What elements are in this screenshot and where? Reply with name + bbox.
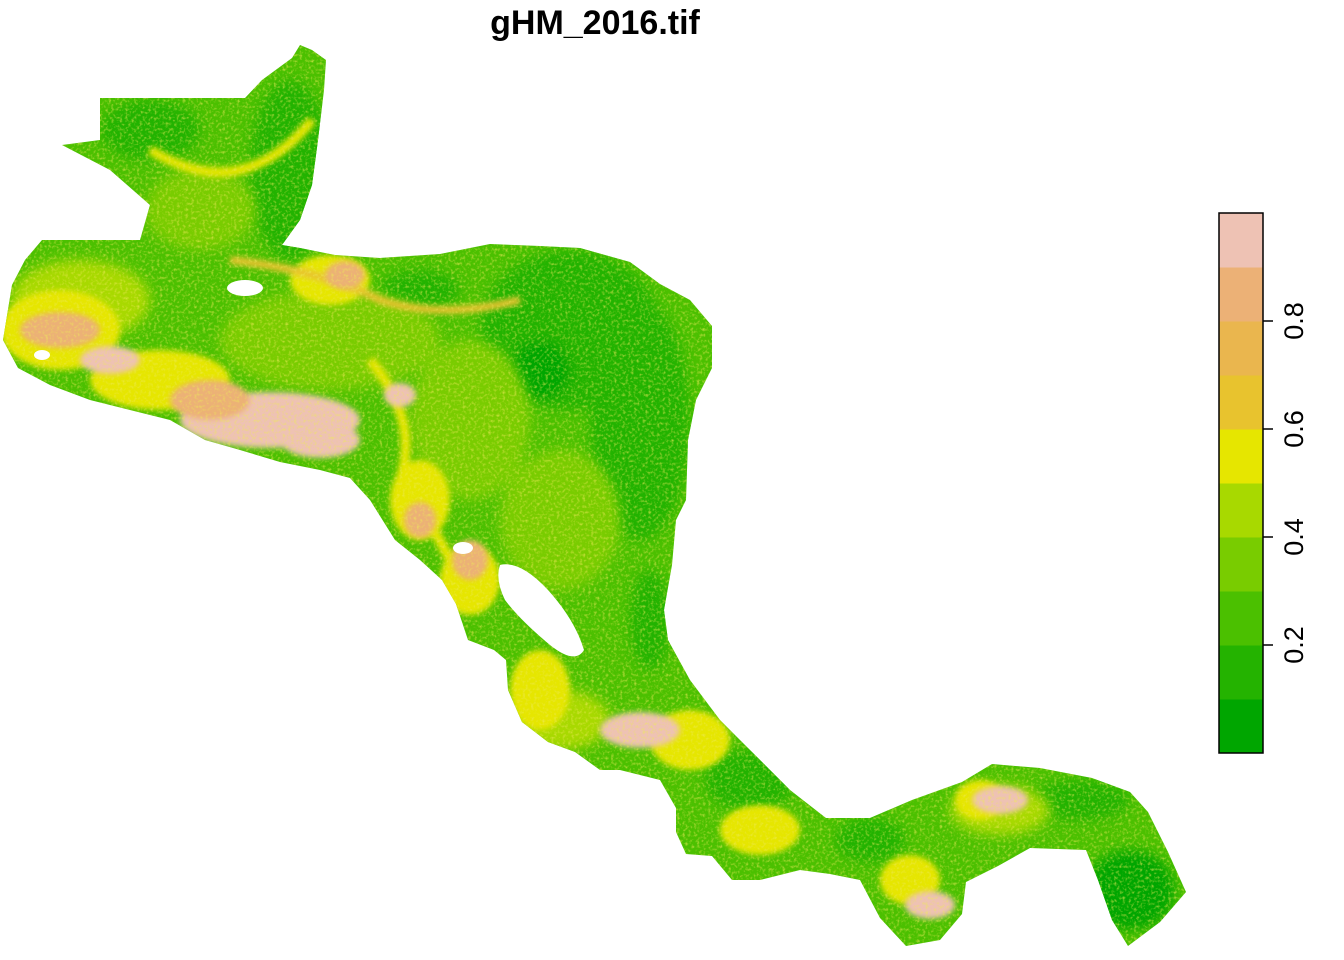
legend-color-cell [1219, 645, 1263, 700]
legend-frame [1218, 212, 1264, 754]
legend-color-cell [1219, 537, 1263, 592]
lake-izabal [227, 280, 263, 296]
legend-color-cell [1219, 591, 1263, 646]
legend-color-cell [1219, 213, 1263, 268]
legend-color-cell [1219, 267, 1263, 322]
lake-atitlan [34, 350, 50, 360]
legend-color-cell [1219, 321, 1263, 376]
legend-tick-label: 0.6 [1279, 410, 1309, 448]
legend-tick-label: 0.2 [1279, 626, 1309, 664]
legend-tick-label: 0.8 [1279, 302, 1309, 340]
legend-tick-label: 0.4 [1279, 518, 1309, 556]
lake-nicaragua [498, 564, 584, 657]
legend-color-cell [1219, 483, 1263, 538]
map-title: gHM_2016.tif [490, 4, 700, 42]
legend-color-cell [1219, 375, 1263, 430]
legend-color-cell [1219, 429, 1263, 484]
legend-color-cell [1219, 699, 1263, 754]
color-legend: 0.2 0.4 0.6 0.8 [1218, 212, 1309, 754]
lake-managua [453, 542, 473, 554]
